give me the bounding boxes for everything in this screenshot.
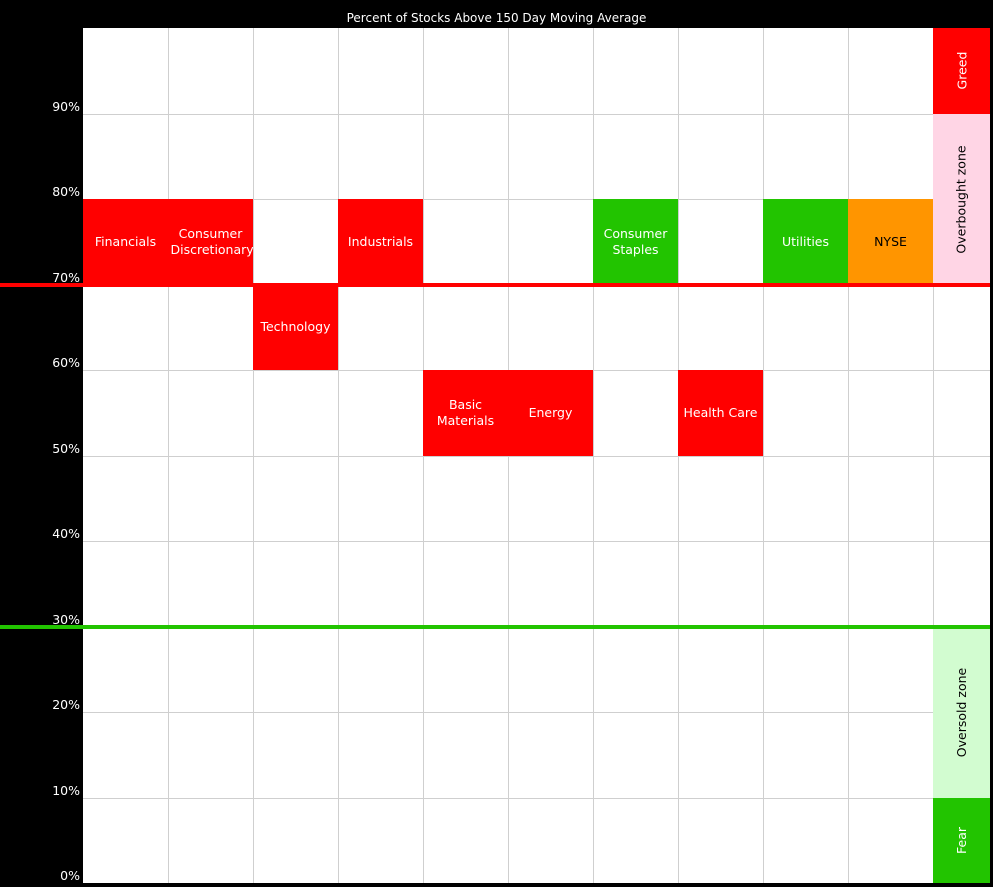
zone-label: Oversold zone <box>954 667 969 757</box>
tile-label: NYSE <box>874 233 907 249</box>
y-tick-label: 70% <box>52 269 80 285</box>
plot-area: Financials Consumer Discretionary Technolo… <box>83 28 990 883</box>
grid-line-vertical <box>423 28 424 883</box>
zone-greed: Greed <box>933 28 990 114</box>
zone-label: Greed <box>954 51 969 90</box>
tile-health-care: Health Care <box>678 370 763 456</box>
threshold-line-70 <box>0 282 990 287</box>
grid-line-horizontal <box>83 798 990 799</box>
grid-line-vertical <box>508 28 509 883</box>
grid-line-horizontal <box>83 712 990 713</box>
y-tick-label: 90% <box>52 98 80 114</box>
zone-oversold-zone: Oversold zone <box>933 626 990 798</box>
tile-label: Consumer Discretionary <box>170 225 254 257</box>
y-tick-label: 60% <box>52 355 80 370</box>
tile-label: Consumer Staples <box>603 225 668 257</box>
grid-line-horizontal <box>83 541 990 542</box>
y-tick-label: 0% <box>60 868 80 883</box>
grid-line-vertical <box>253 28 254 883</box>
tile-energy: Energy <box>508 370 593 456</box>
grid-line-vertical <box>168 28 169 883</box>
grid-line-vertical <box>933 28 934 883</box>
grid-line-horizontal <box>83 199 990 200</box>
grid-line-vertical <box>763 28 764 883</box>
grid-line-horizontal <box>83 114 990 115</box>
tile-industrials: Industrials <box>338 199 423 285</box>
chart-title: Percent of Stocks Above 150 Day Moving A… <box>346 11 647 25</box>
tile-label: Financials <box>94 233 157 249</box>
tile-label: Industrials <box>347 233 414 249</box>
tile-label: Energy <box>528 404 573 420</box>
tile-consumer-discretionary: Consumer Discretionary <box>168 199 254 285</box>
zone-fear: Fear <box>933 797 990 883</box>
tile-consumer-staples: Consumer Staples <box>593 199 678 285</box>
y-tick-label: 30% <box>52 611 80 627</box>
tile-label: Utilities <box>781 233 830 249</box>
grid-line-horizontal <box>83 456 990 457</box>
grid-line-vertical <box>678 28 679 883</box>
y-tick-label: 40% <box>52 526 80 541</box>
y-tick-label: 80% <box>52 184 80 199</box>
tile-label: Basic Materials <box>436 396 495 428</box>
zone-label: Overbought zone <box>954 144 969 254</box>
tile-label: Health Care <box>683 404 758 420</box>
tile-financials: Financials <box>83 199 168 285</box>
zone-overbought-zone: Overbought zone <box>933 113 990 285</box>
tile-technology: Technology <box>253 284 338 370</box>
y-tick-label: 20% <box>52 697 80 712</box>
tile-basic-materials: Basic Materials <box>423 370 508 456</box>
y-tick-label: 50% <box>52 440 80 456</box>
tile-nyse: NYSE <box>848 199 933 285</box>
tile-utilities: Utilities <box>763 199 848 285</box>
tile-label: Technology <box>260 319 331 335</box>
threshold-line-30 <box>0 624 990 629</box>
zone-label: Fear <box>954 826 969 854</box>
grid-line-vertical <box>593 28 594 883</box>
grid-line-vertical <box>338 28 339 883</box>
grid-line-vertical <box>848 28 849 883</box>
y-tick-label: 10% <box>52 782 80 798</box>
